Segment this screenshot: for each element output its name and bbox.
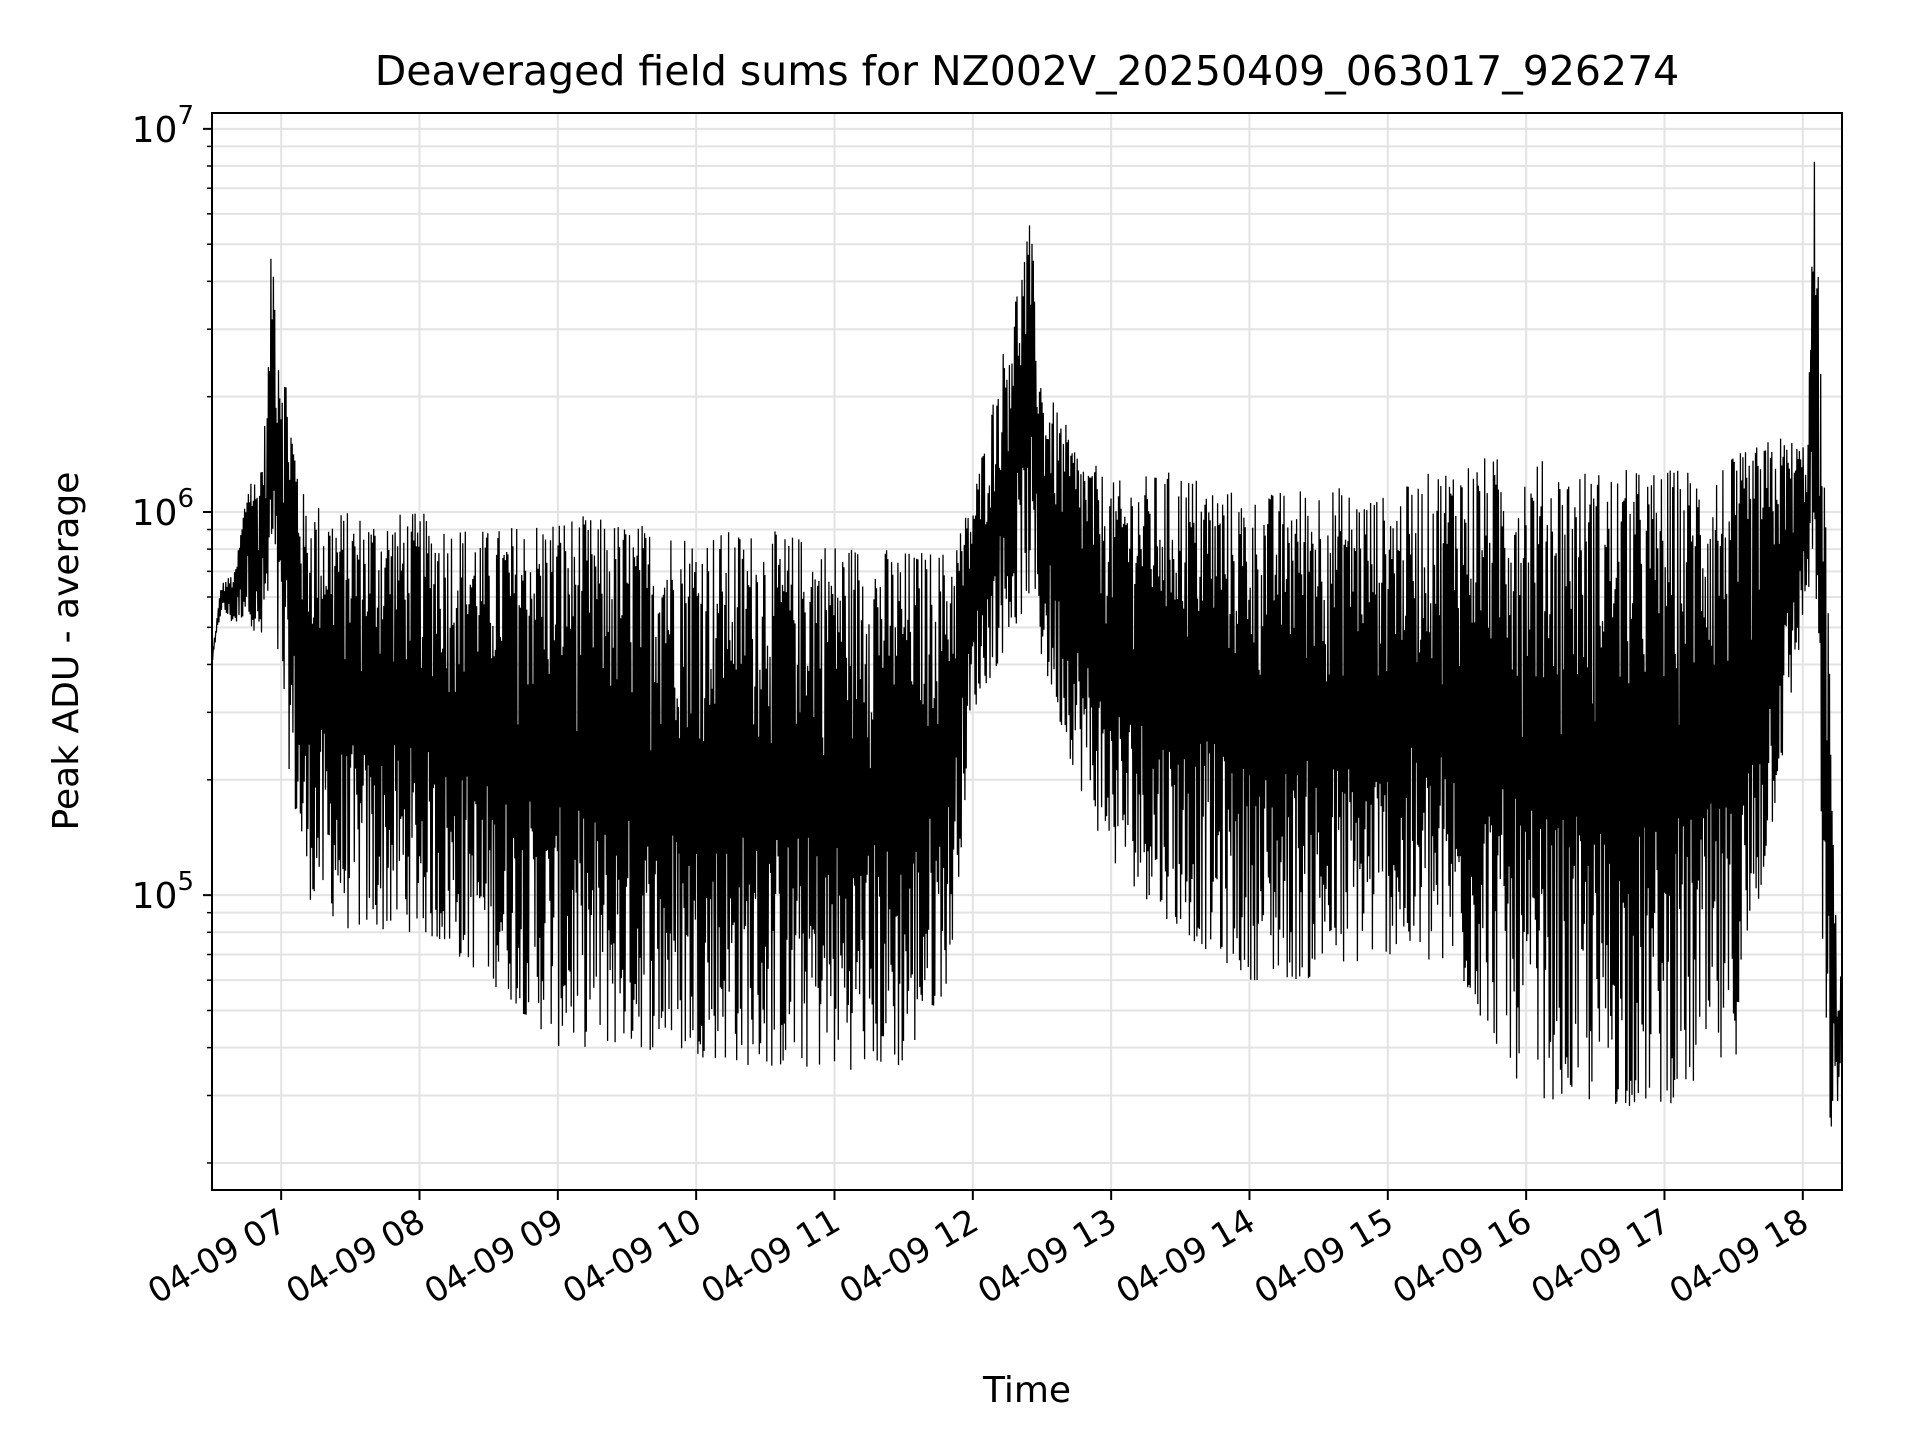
y-tick-label: 107 [132,101,194,151]
data-layer [211,161,1843,1127]
series-line [211,161,1843,1127]
plot-frame [211,112,1843,1191]
y-tick-label: 105 [132,867,194,917]
y-tick-exponent: 5 [177,867,194,897]
y-axis-label: Peak ADU - average [46,472,87,831]
chart-title: Deaveraged field sums for NZ002V_2025040… [375,47,1680,95]
y-tick-exponent: 6 [177,484,194,514]
y-tick-exponent: 7 [177,101,194,131]
y-tick-label: 106 [132,484,194,534]
x-axis-label: Time [982,1370,1071,1411]
y-tick-base: 10 [132,110,178,151]
y-tick-base: 10 [132,876,178,917]
y-tick-base: 10 [132,493,178,534]
